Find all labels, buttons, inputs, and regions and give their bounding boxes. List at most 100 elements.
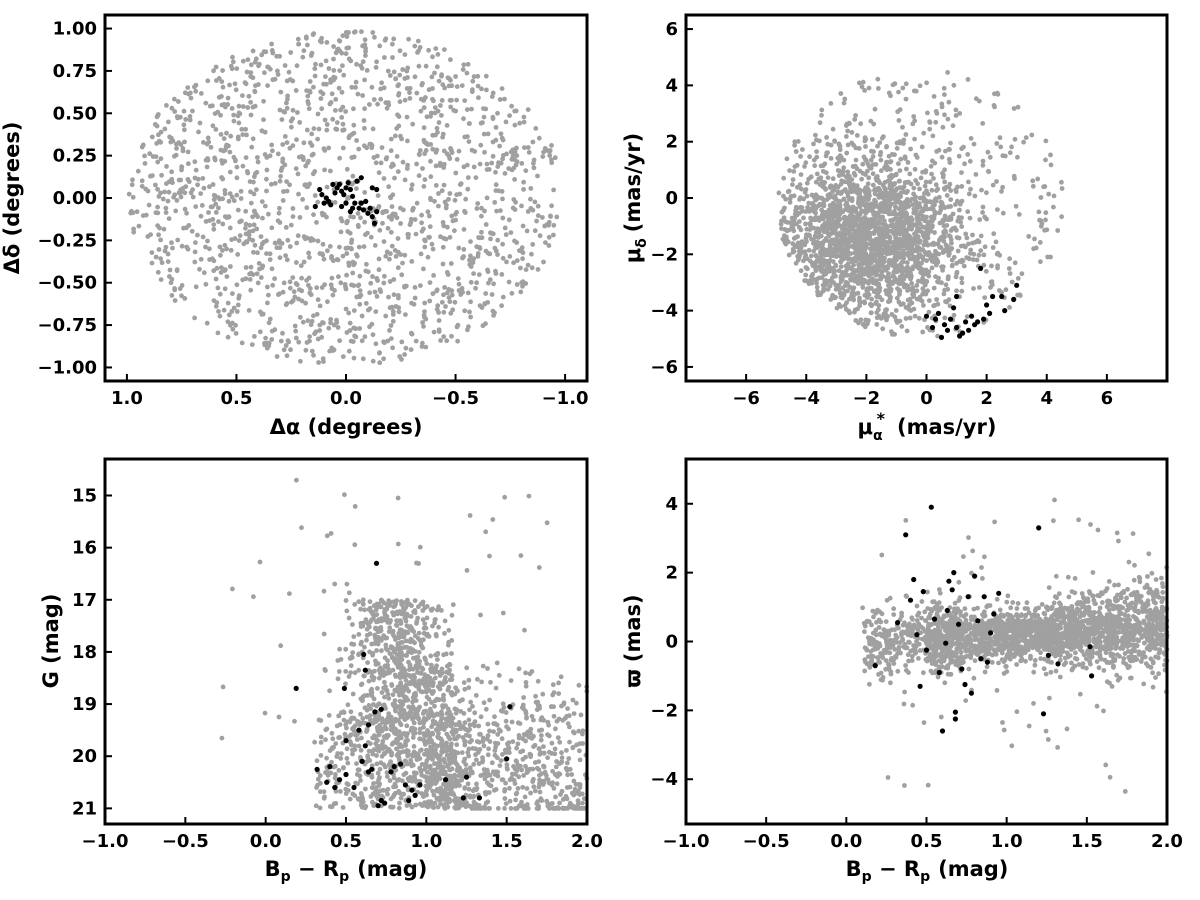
sky-field-star: [311, 212, 316, 218]
sky-field-star: [228, 322, 233, 328]
sky-field-star: [324, 214, 329, 220]
pm-field-star: [797, 219, 802, 224]
pm-member-star: [999, 293, 1005, 300]
pm-field-star: [870, 171, 876, 177]
pm-field-star: [855, 273, 861, 279]
pm-field-star: [920, 329, 926, 335]
sky-field-star: [313, 61, 318, 67]
pm-field-star: [956, 153, 962, 159]
pm-field-star: [983, 268, 989, 274]
sky-field-star: [547, 153, 553, 159]
sky-field-star: [540, 154, 546, 160]
pm-field-star: [987, 154, 993, 160]
sky-field-star: [421, 324, 426, 329]
sky-field-star: [198, 91, 204, 96]
sky-field-star: [246, 308, 252, 313]
sky-field-star: [390, 41, 395, 47]
pm-field-star: [1043, 138, 1049, 144]
sky-field-star: [519, 203, 524, 209]
sky-field-star: [486, 280, 491, 286]
sky-field-star: [427, 224, 433, 230]
sky-field-star: [259, 241, 265, 247]
cmd-field-star: [492, 714, 497, 720]
sky-field-star: [253, 171, 258, 177]
pm-field-star: [926, 250, 932, 255]
sky-field-star: [442, 285, 447, 290]
pm-field-star: [813, 210, 818, 216]
cmd-field-star: [538, 737, 544, 743]
sky-field-star: [465, 175, 471, 181]
pm-field-star: [982, 244, 988, 250]
pm-field-star: [827, 203, 833, 208]
pm-field-star: [831, 272, 837, 277]
pm-field-star: [780, 236, 786, 242]
pm-field-star: [885, 191, 890, 196]
pm-field-star: [803, 187, 809, 192]
sky-field-star: [481, 131, 487, 137]
sky-field-star: [462, 308, 468, 314]
pm-field-star: [852, 172, 858, 178]
sky-field-star: [426, 87, 432, 93]
sky-field-star: [428, 174, 434, 180]
sky-field-star: [243, 155, 249, 161]
sky-field-star: [296, 191, 301, 197]
pm-field-star: [820, 163, 826, 169]
sky-field-star: [164, 103, 169, 108]
sky-field-star: [507, 113, 512, 118]
sky-field-star: [312, 73, 318, 79]
pm-field-star: [791, 193, 797, 199]
sky-field-star: [331, 68, 337, 73]
sky-field-star: [449, 148, 454, 154]
pm-field-star: [836, 211, 841, 217]
sky-field-star: [420, 81, 425, 86]
sky-field-star: [446, 295, 452, 300]
cmd-field-star: [503, 801, 509, 806]
sky-field-star: [367, 290, 372, 296]
sky-field-star: [535, 173, 540, 179]
sky-field-star: [267, 316, 273, 322]
sky-field-star: [175, 237, 181, 243]
sky-field-star: [156, 194, 162, 199]
sky-field-star: [442, 47, 447, 52]
sky-field-star: [207, 184, 212, 190]
sky-field-star: [297, 215, 303, 220]
pm-field-star: [948, 140, 953, 146]
sky-field-star: [228, 247, 234, 253]
sky-field-star: [454, 157, 460, 162]
sky-field-star: [549, 143, 554, 148]
sky-field-star: [388, 323, 394, 328]
sky-field-star: [381, 280, 387, 286]
sky-field-star: [441, 182, 447, 188]
cmd-field-star: [358, 606, 363, 612]
sky-field-star: [397, 72, 403, 78]
pm-field-star: [889, 211, 895, 217]
pm-field-star: [887, 296, 893, 302]
pm-field-star: [844, 150, 850, 156]
sky-field-star: [292, 294, 298, 300]
pm-field-star: [862, 300, 868, 306]
sky-field-star: [551, 222, 557, 228]
pm-field-star: [946, 184, 952, 190]
sky-field-star: [432, 110, 438, 116]
pm-field-star: [1006, 266, 1012, 271]
sky-field-star: [461, 247, 467, 252]
pm-field-star: [944, 193, 950, 198]
sky-field-star: [159, 172, 165, 178]
sky-field-star: [340, 145, 346, 151]
sky-field-star: [256, 63, 261, 69]
sky-field-star: [200, 234, 206, 240]
pm-field-star: [949, 240, 954, 246]
sky-field-star: [213, 126, 219, 132]
sky-field-star: [275, 151, 281, 157]
sky-field-star: [290, 143, 296, 149]
pm-field-star: [935, 260, 940, 265]
pm-field-star: [847, 232, 853, 238]
cmd-field-star: [460, 697, 465, 703]
pm-field-star: [929, 187, 935, 193]
pm-field-star: [853, 233, 859, 239]
pm-field-star: [948, 197, 954, 203]
sky-field-star: [513, 162, 519, 168]
pm-field-star: [1007, 271, 1013, 276]
sky-member-star: [343, 200, 349, 206]
sky-field-star: [237, 219, 243, 225]
